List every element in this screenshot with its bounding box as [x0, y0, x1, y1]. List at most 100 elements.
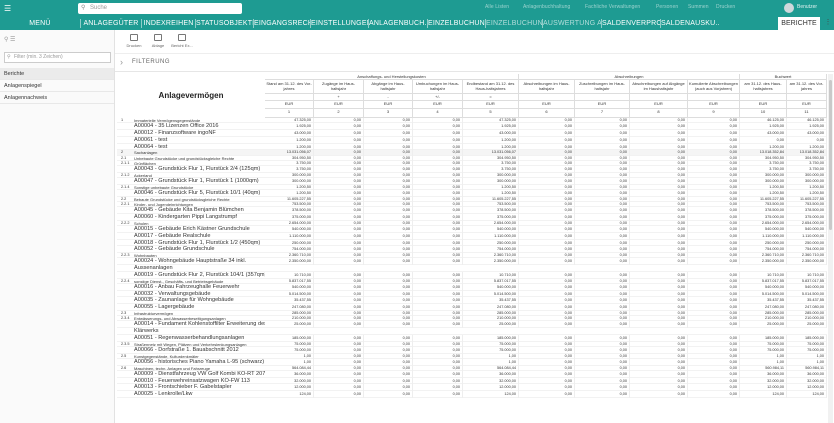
row-value: 0,00 — [575, 365, 630, 371]
row-value: 0,00 — [688, 384, 740, 391]
top-menu-item[interactable]: Fachliche Verwaltungen — [585, 4, 641, 10]
sidebar-item-berichte[interactable]: Berichte — [0, 68, 114, 80]
nav-eingangsrechnungen[interactable]: EINGANGSRECH... — [254, 20, 310, 27]
row-label: A00017 - Gebäude Realschule — [134, 232, 211, 239]
top-menu-item[interactable]: Drucken — [716, 4, 736, 10]
column-header: Umbuchungen im Haus-haltsjahr — [413, 80, 463, 94]
row-value: 0,00 — [314, 239, 364, 247]
sidebar-tools-icon[interactable]: ⚲ ☰ — [4, 37, 16, 43]
row-value: 0,00 — [575, 123, 630, 130]
row-value: 2.360.710,00 — [787, 253, 827, 259]
export-button[interactable]: Bericht Ex... — [170, 32, 194, 52]
table-row: A00061 - test 1.200,00 0,00 0,00 0,00 1.200,0… — [117, 136, 827, 144]
column-number: 11 — [787, 109, 827, 118]
row-value: 540.000,00 — [265, 283, 314, 291]
top-menu-item[interactable]: Summen — [688, 4, 709, 10]
row-value: 540.000,00 — [265, 226, 314, 233]
table-row: 2.6 Maschinen, techn. Anlagen und Fahrzeu… — [117, 365, 827, 371]
row-value: 1.200,00 — [463, 143, 519, 151]
username[interactable]: Benutzer — [797, 4, 818, 10]
table-row: A00016 - Anbau Fahrzeughalle Feuerwehr 54… — [117, 283, 827, 291]
report-toolbar: Drucken Ablage Bericht Ex... — [115, 30, 834, 54]
top-bar: ☰ ⚲ Suche Alle Listen Anlagenbuchhaltung… — [0, 0, 834, 17]
row-value: 0,00 — [413, 202, 463, 208]
top-menu-item[interactable]: Alle Listen — [485, 4, 510, 10]
row-value: 300.000,00 — [463, 178, 519, 185]
nav-anlagenbuchung[interactable]: ANLAGENBUCH... — [369, 20, 427, 27]
nav-anlagegueter[interactable]: ANLAGEGÜTER — [83, 20, 139, 27]
row-value: 0,00 — [575, 321, 630, 328]
row-value: 0,00 — [630, 353, 688, 359]
nav-einzelbuchung-1[interactable]: EINZELBUCHUN... — [428, 20, 485, 27]
top-menu-item[interactable]: Personen — [656, 4, 679, 10]
table-row: A00055 - Lagergebäude 247.080,00 0,00 0,00 0… — [117, 304, 827, 311]
row-value: 0,00 — [630, 304, 688, 311]
row-value: 0,00 — [630, 150, 688, 156]
row-value: 285.000,00 — [787, 310, 827, 316]
sidebar-filter-input[interactable]: ⚲ Filter (min. 3 Zeichen) — [4, 52, 111, 63]
chevron-right-icon[interactable]: › — [120, 57, 123, 67]
row-value: 0,00 — [630, 377, 688, 385]
search-input[interactable]: ⚲ Suche — [78, 3, 242, 14]
row-value: 0,00 — [688, 297, 740, 304]
avatar[interactable] — [784, 3, 794, 13]
nav-statusobjekte[interactable]: STATUSOBJEKTE — [196, 20, 253, 27]
row-value: 0,00 — [314, 271, 364, 279]
row-value: 300.000,00 — [740, 178, 787, 185]
nav-berichte[interactable]: BERICHTE — [778, 17, 820, 30]
nav-menu[interactable]: MENÜ — [29, 20, 51, 27]
row-value: 10.710,00 — [463, 271, 519, 279]
row-value: 0,00 — [413, 278, 463, 284]
column-unit: EUR — [688, 101, 740, 109]
row-value: 0,00 — [688, 226, 740, 233]
sidebar-item-anlagennachweis[interactable]: Anlagennachweis — [0, 92, 114, 104]
nav-indexreihen[interactable]: INDEXREIHEN — [143, 20, 194, 27]
vertical-scrollbar[interactable] — [828, 74, 833, 423]
row-value: 754.000,00 — [787, 246, 827, 253]
table-row: Aussenanlagen — [117, 265, 827, 272]
row-value: 0,00 — [688, 258, 740, 265]
top-menu-item[interactable]: Anlagenbuchhaltung — [523, 4, 571, 10]
nav-saldenauskunft[interactable]: SALDENAUSKU... — [661, 20, 719, 27]
row-value: 250.000,00 — [740, 239, 787, 247]
filter-panel[interactable]: › FILTERUNG — [115, 54, 834, 72]
row-value: 0,00 — [519, 316, 575, 322]
row-label: Kunstgegenstände, Kulturdenkmäler — [134, 353, 199, 359]
row-value: 0,00 — [575, 391, 630, 398]
row-value: 3.750,00 — [787, 166, 827, 173]
table-row: A00009 - Dienstfahrzeug VW Golf Kombi KO… — [117, 370, 827, 378]
row-value: 0,00 — [630, 160, 688, 166]
table-row: 2.1.4 Sonstige unbebaute Grundstücke 1.200… — [117, 184, 827, 190]
more-icon[interactable]: ⋮ — [824, 19, 832, 26]
column-header: Stand am 31.12. des Vor-jahres — [265, 80, 314, 94]
nav-saldenverprobung[interactable]: SALDENVERPRO... — [602, 20, 660, 27]
row-value: 0,00 — [364, 278, 413, 284]
nav-einzelbuchung-2[interactable]: EINZELBUCHUN... — [486, 20, 542, 27]
row-value: 0,00 — [314, 178, 364, 185]
row-value: 0,00 — [519, 150, 575, 156]
app-menu-icon[interactable]: ☰ — [4, 4, 12, 13]
nav-auswertung[interactable]: AUSWERTUNG A... — [543, 20, 601, 27]
row-value: 0,00 — [413, 316, 463, 322]
row-value: 285.000,00 — [265, 310, 314, 316]
row-value: 1,00 — [740, 358, 787, 366]
row-value: 0,00 — [575, 178, 630, 185]
print-button[interactable]: Drucken — [122, 32, 146, 52]
scrollbar-thumb[interactable] — [829, 80, 832, 230]
row-value: 12.000,00 — [740, 384, 787, 391]
row-value: 0,00 — [519, 278, 575, 284]
row-value: 0,00 — [413, 184, 463, 190]
row-value: 1.925,00 — [787, 123, 827, 130]
row-value: 1.200,00 — [265, 143, 314, 151]
row-value: 1.200,00 — [265, 136, 314, 144]
row-value: 43.000,00 — [787, 130, 827, 137]
row-value: 0,00 — [413, 130, 463, 137]
row-value: 25.000,00 — [787, 321, 827, 328]
row-label: A00055 - Lagergebäude — [134, 304, 195, 310]
group-header-buchwert: Buchwert — [740, 74, 827, 80]
sidebar-item-anlagenspiegel[interactable]: Anlagenspiegel — [0, 80, 114, 92]
column-number: 4 — [413, 109, 463, 118]
nav-einstellungen[interactable]: EINSTELLUNGEN — [311, 20, 368, 27]
archive-button[interactable]: Ablage — [146, 32, 170, 52]
row-value: 375.000,00 — [740, 214, 787, 221]
